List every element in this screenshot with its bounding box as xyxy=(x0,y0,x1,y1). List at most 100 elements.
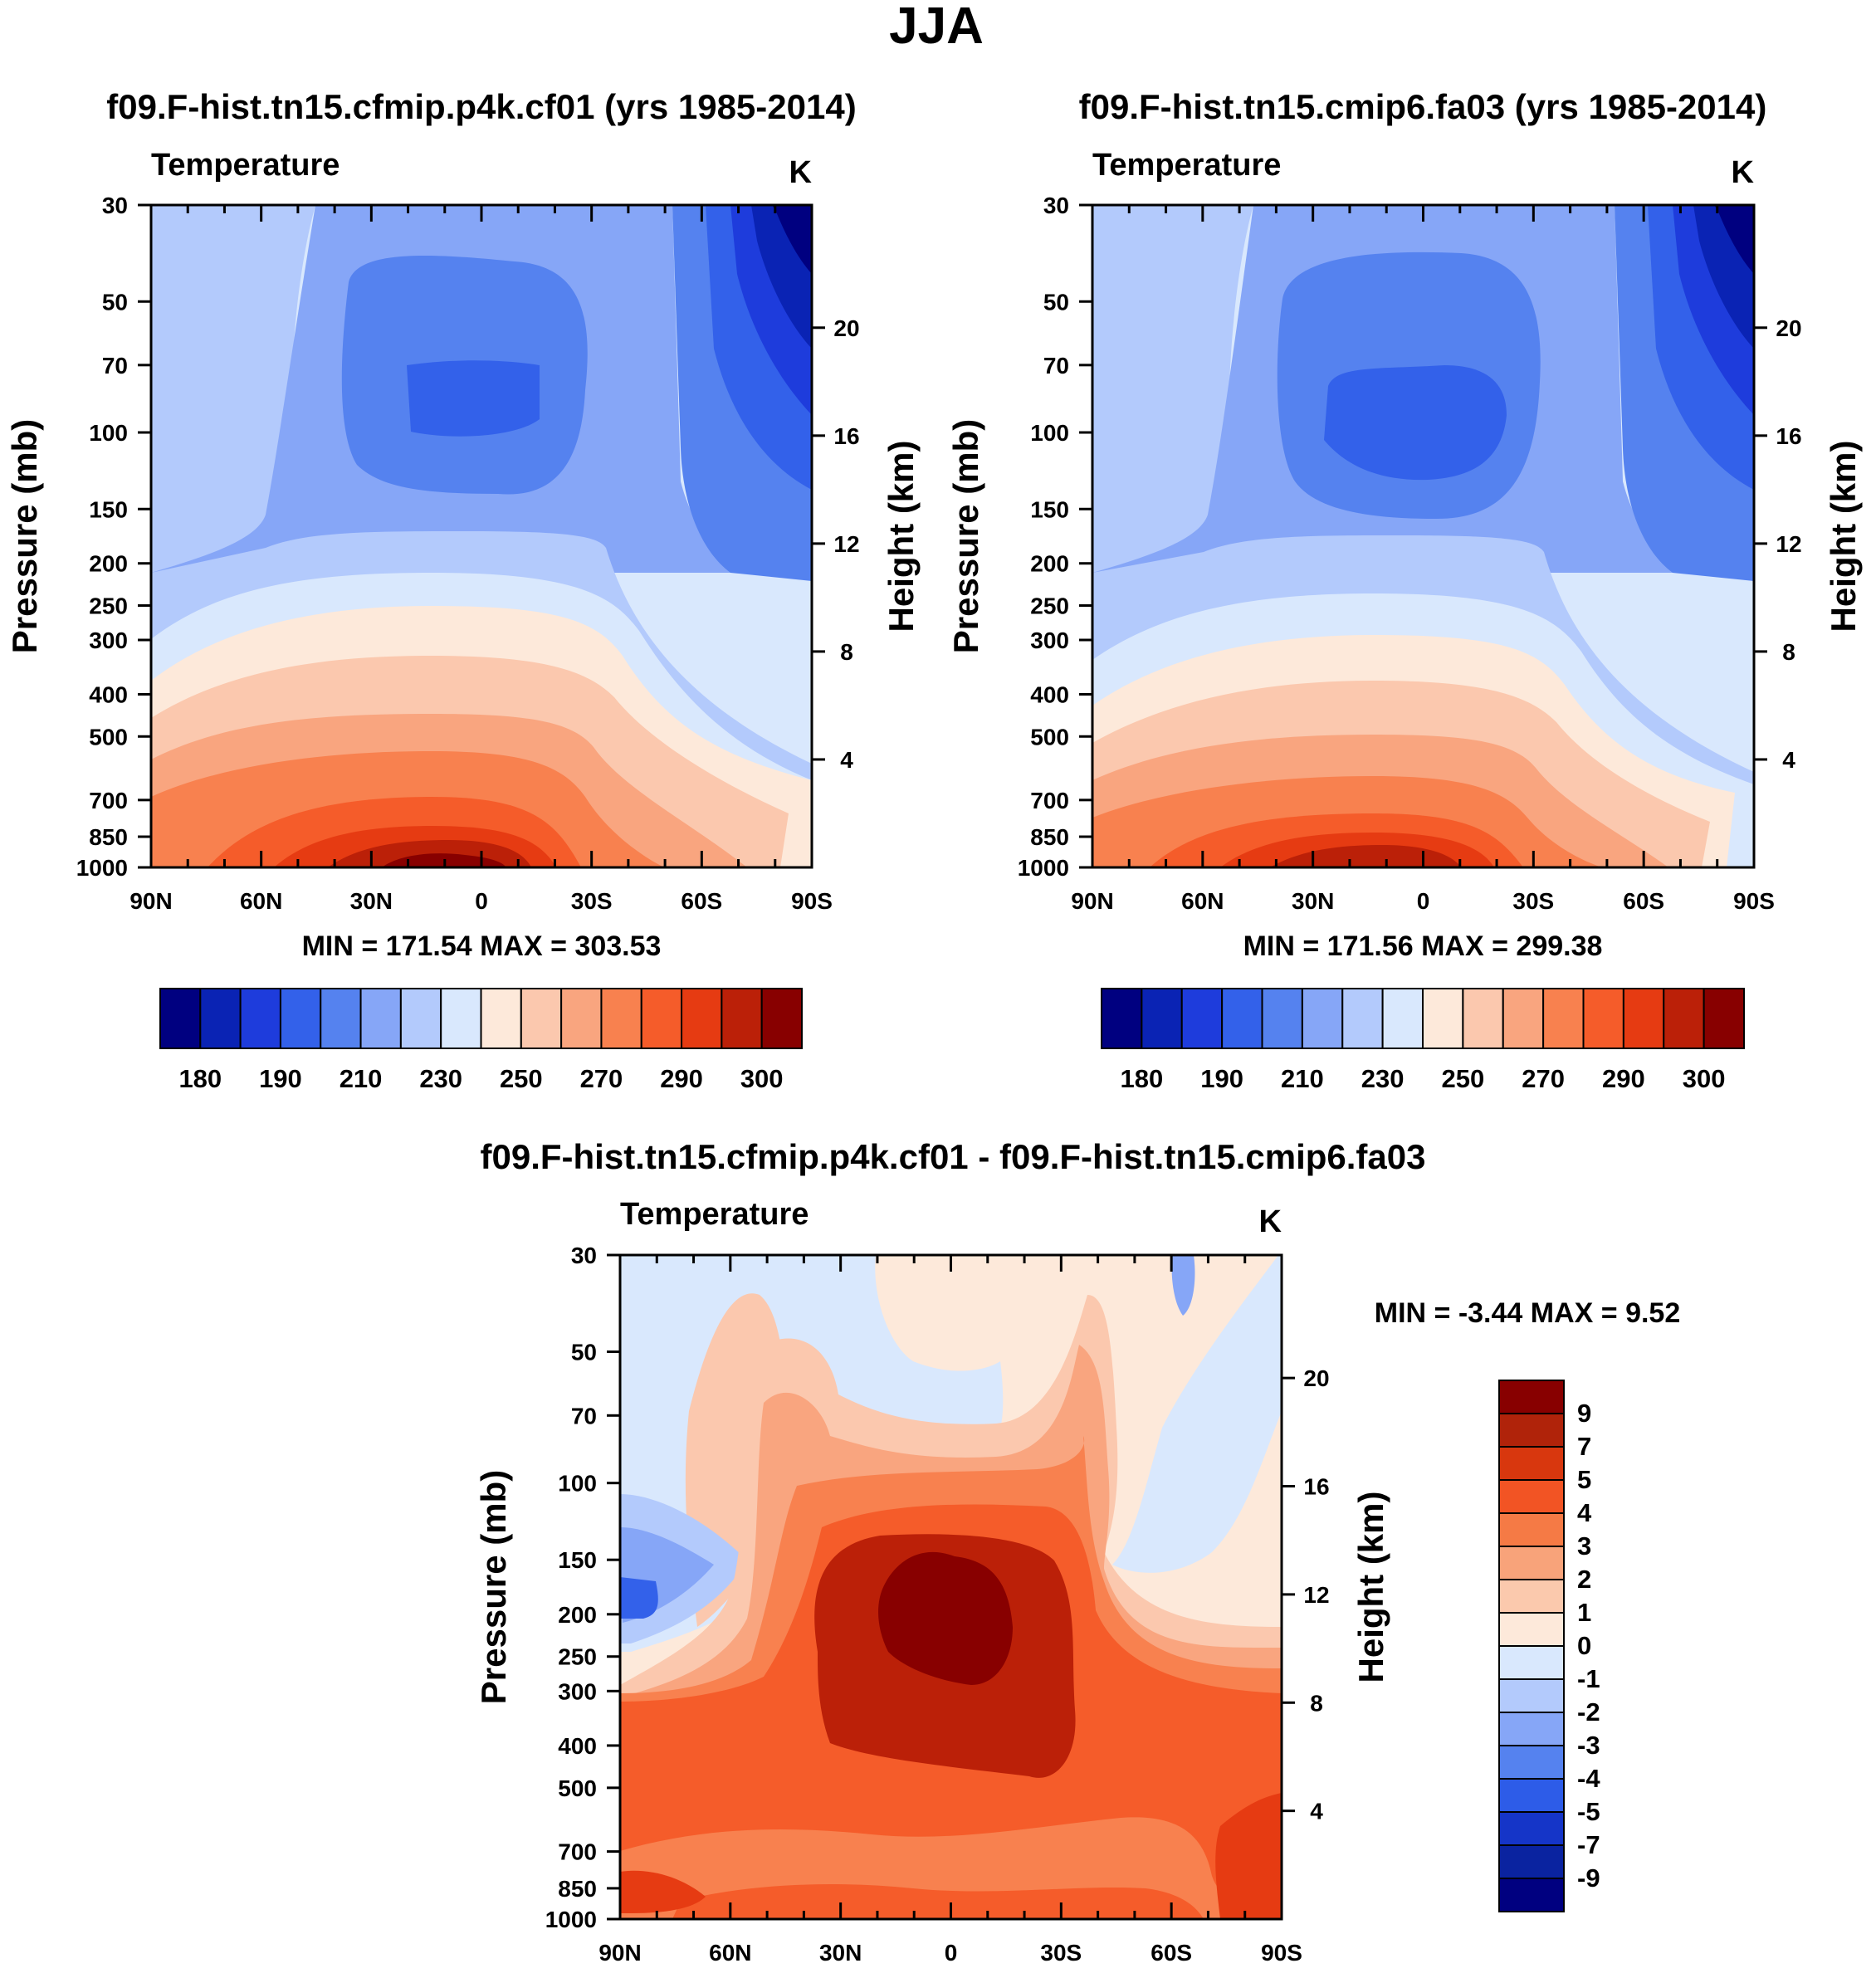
panel-right-title: f09.F-hist.tn15.cmip6.fa03 (yrs 1985-201… xyxy=(1079,87,1767,126)
colorbar-swatch xyxy=(520,988,563,1049)
height-tick-label: 16 xyxy=(833,423,859,449)
pressure-tick-label: 400 xyxy=(1030,681,1069,707)
pressure-tick-label: 200 xyxy=(1030,551,1069,577)
colorbar-swatch xyxy=(1422,988,1464,1049)
colorbar-tick-label: -4 xyxy=(1577,1764,1600,1793)
colorbar-swatch xyxy=(1498,1778,1565,1813)
colorbar-swatch xyxy=(760,988,803,1049)
colorbar-swatch xyxy=(681,988,723,1049)
colorbar-tick-label: 300 xyxy=(1683,1064,1726,1093)
colorbar-tick-label: 180 xyxy=(1121,1064,1164,1093)
colorbar-tick-label: 190 xyxy=(1200,1064,1243,1093)
colorbar-tick-label: 290 xyxy=(660,1064,703,1093)
colorbar-swatch xyxy=(1462,988,1504,1049)
right-band-warm-7 xyxy=(1270,845,1461,867)
colorbar-swatch xyxy=(1498,1645,1565,1680)
colorbar-tick-label: 3 xyxy=(1577,1531,1591,1560)
colorbar-swatch xyxy=(1381,988,1424,1049)
panel-right-field-label: Temperature xyxy=(1092,148,1281,183)
pressure-tick-label: 70 xyxy=(102,353,128,379)
height-tick-label: 8 xyxy=(1310,1690,1323,1716)
pressure-tick-label: 150 xyxy=(558,1547,597,1573)
colorbar-swatch xyxy=(159,988,202,1049)
colorbar-tick-label: -1 xyxy=(1577,1664,1600,1693)
colorbar-swatch xyxy=(1502,988,1545,1049)
colorbar-swatch xyxy=(1498,1546,1565,1580)
y-axis-label-pressure: Pressure (mb) xyxy=(5,419,44,653)
colorbar-tick-label: -2 xyxy=(1577,1697,1600,1726)
colorbar-tick-label: 290 xyxy=(1602,1064,1645,1093)
colorbar-tick-label: 5 xyxy=(1577,1465,1591,1494)
lat-tick-label: 60N xyxy=(709,1940,751,1966)
colorbar-swatch xyxy=(1498,1878,1565,1912)
lat-tick-label: 60S xyxy=(681,888,722,914)
lat-tick-label: 60N xyxy=(1181,888,1224,914)
diff-band-neg-4-nh xyxy=(620,1577,658,1619)
colorbar-swatch xyxy=(1498,1512,1565,1547)
colorbar-swatch xyxy=(1622,988,1665,1049)
colorbar-swatch xyxy=(279,988,322,1049)
pressure-tick-label: 70 xyxy=(1043,353,1069,379)
pressure-tick-label: 700 xyxy=(89,788,128,813)
pressure-tick-label: 200 xyxy=(558,1602,597,1628)
colorbar-swatch xyxy=(1498,1745,1565,1780)
left-band-polar-south-5 xyxy=(772,205,812,274)
panel-left-title: f09.F-hist.tn15.cfmip.p4k.cf01 (yrs 1985… xyxy=(106,87,856,126)
colorbar-swatch xyxy=(721,988,763,1049)
pressure-tick-label: 300 xyxy=(1030,628,1069,653)
panel-right-units-label: K xyxy=(1732,155,1755,190)
panel-right-colorbar: 180 190 210 230 250 270 290 300 xyxy=(1101,988,1745,1093)
panel-left-field-label: Temperature xyxy=(151,148,340,183)
diff-band-pos-9 xyxy=(878,1551,1013,1685)
colorbar-swatch xyxy=(1498,1413,1565,1448)
height-tick-label: 4 xyxy=(1782,747,1795,773)
lat-tick-label: 30S xyxy=(571,888,613,914)
height-tick-label: 12 xyxy=(1303,1582,1329,1608)
colorbar-tick-label: -9 xyxy=(1577,1863,1600,1893)
colorbar-swatch xyxy=(1498,1678,1565,1713)
lat-tick-label: 90N xyxy=(129,888,172,914)
height-tick-label: 8 xyxy=(1782,639,1795,665)
pressure-tick-label: 250 xyxy=(558,1644,597,1670)
colorbar-swatch xyxy=(1542,988,1585,1049)
colorbar-tick-label: 9 xyxy=(1577,1399,1591,1428)
colorbar-tick-label: 230 xyxy=(1361,1064,1405,1093)
colorbar-swatch xyxy=(1261,988,1303,1049)
pressure-tick-label: 100 xyxy=(1030,420,1069,446)
lat-tick-label: 90N xyxy=(1071,888,1113,914)
panel-right: f09.F-hist.tn15.cmip6.fa03 (yrs 1985-201… xyxy=(946,87,1863,1093)
colorbar-tick-label: 230 xyxy=(419,1064,462,1093)
pressure-tick-label: 1000 xyxy=(545,1907,597,1932)
height-tick-label: 12 xyxy=(1776,531,1801,557)
colorbar-swatch xyxy=(399,988,442,1049)
pressure-tick-label: 30 xyxy=(102,193,128,218)
diff-band-neg-small-sh xyxy=(1171,1255,1195,1316)
pressure-tick-label: 300 xyxy=(558,1678,597,1704)
panel-left: f09.F-hist.tn15.cfmip.p4k.cf01 (yrs 1985… xyxy=(5,87,921,1093)
pressure-tick-label: 250 xyxy=(1030,593,1069,619)
colorbar-tick-label: 300 xyxy=(740,1064,784,1093)
lat-tick-label: 90S xyxy=(1733,888,1775,914)
lat-tick-label: 30S xyxy=(1512,888,1554,914)
colorbar-swatch xyxy=(1301,988,1344,1049)
colorbar-swatch xyxy=(560,988,603,1049)
colorbar-swatch xyxy=(239,988,281,1049)
colorbar-tick-label: 4 xyxy=(1577,1498,1592,1527)
pressure-tick-label: 850 xyxy=(558,1876,597,1902)
panel-diff-title: f09.F-hist.tn15.cfmip.p4k.cf01 - f09.F-h… xyxy=(481,1137,1426,1176)
colorbar-swatch xyxy=(1703,988,1745,1049)
colorbar-tick-label: 270 xyxy=(580,1064,623,1093)
pressure-tick-label: 150 xyxy=(1030,496,1069,522)
colorbar-swatch xyxy=(1498,1811,1565,1846)
height-tick-label: 20 xyxy=(1776,315,1801,341)
diff-band-surface-sh xyxy=(1215,1793,1282,1919)
colorbar-swatch xyxy=(320,988,362,1049)
height-tick-label: 12 xyxy=(833,531,859,557)
lat-tick-label: 60S xyxy=(1151,1940,1192,1966)
diff-band-bottom-pos-5 xyxy=(672,1884,1204,1919)
colorbar-swatch xyxy=(1498,1446,1565,1481)
lat-tick-label: 0 xyxy=(475,888,488,914)
lat-tick-label: 60S xyxy=(1623,888,1664,914)
diff-band-polar-pos-5 xyxy=(620,1870,706,1913)
